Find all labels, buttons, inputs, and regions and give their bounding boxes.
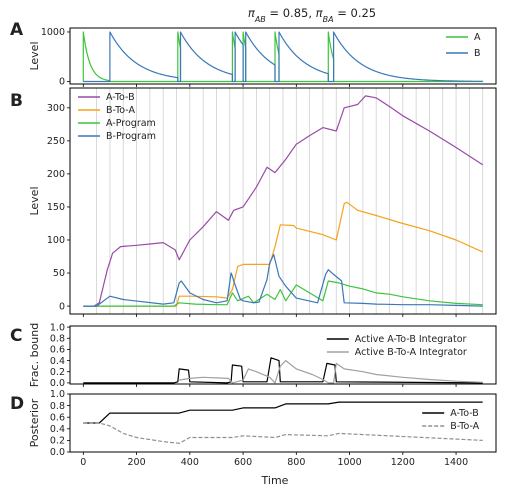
x-tick-label: 1400 <box>444 457 468 468</box>
x-tick-label: 800 <box>287 457 305 468</box>
axes-frame <box>69 393 497 453</box>
legend: A-To-B B-To-A A-Program B-Program <box>78 92 156 142</box>
series-line-a-to-b <box>83 95 484 307</box>
panel-c: C 0.00.20.40.60.81.0 Frac. bound Active A-T… <box>10 322 497 389</box>
panel-letter: C <box>10 326 22 346</box>
y-tick-label: 0.6 <box>50 412 65 423</box>
x-tick-label: 1000 <box>337 457 361 468</box>
legend-label: A-Program <box>106 118 156 129</box>
legend-label: B-To-A <box>106 105 135 116</box>
series-line-b-to-a <box>83 201 483 307</box>
axes-frame <box>69 27 497 85</box>
series-line-a-to-b <box>83 401 483 424</box>
y-tick-label: 0.2 <box>50 436 65 447</box>
panel-b: B 0 50 100 150 200 250 300 Level A-To-B B-To-A A-Pr… <box>10 87 497 317</box>
y-tick-label: 0.0 <box>50 447 65 458</box>
y-tick-label: 100 <box>47 235 65 246</box>
legend-label: B-Program <box>106 131 156 142</box>
x-tick-label: 200 <box>127 457 145 468</box>
title-part: BA <box>323 15 334 24</box>
y-tick-label: 0.4 <box>50 356 65 367</box>
x-tick-label: 600 <box>234 457 252 468</box>
y-tick-label: 300 <box>47 103 65 114</box>
axes-frame <box>69 87 497 315</box>
panel-letter: D <box>10 394 24 414</box>
legend-label: A <box>474 32 481 43</box>
legend: AB <box>446 32 481 59</box>
title-part: = 0.85, <box>266 6 316 20</box>
x-tick-label: 1200 <box>391 457 415 468</box>
y-tick-label: 1000 <box>41 27 65 38</box>
y-tick-label: 0.4 <box>50 424 65 435</box>
panels: A01000LevelABB050100150200250300LevelA-T… <box>10 20 497 468</box>
series-line-a-program <box>83 280 483 307</box>
title-part: AB <box>254 15 266 24</box>
x-tick-label: 0 <box>80 457 86 468</box>
axes-frame <box>69 325 497 385</box>
y-tick-label: 0 <box>59 301 65 312</box>
title-part: π <box>316 6 324 20</box>
panel-letter: B <box>10 91 23 111</box>
y-tick-label: 0.8 <box>50 401 65 412</box>
y-axis-label: Level <box>28 41 41 70</box>
legend-label: B-To-A <box>450 421 479 432</box>
y-axis-label: Frac. bound <box>28 323 41 387</box>
legend-label: Active B-To-A Integrator <box>355 347 467 358</box>
legend-label: B <box>474 48 481 59</box>
title-part: π <box>248 6 256 20</box>
series-line-active-a-to-b-integrator <box>83 357 483 384</box>
y-tick-label: 200 <box>47 169 65 180</box>
y-tick-label: 150 <box>47 202 65 213</box>
y-tick-label: 0 <box>59 77 65 88</box>
y-axis-label: Posterior <box>28 398 41 447</box>
y-tick-label: 50 <box>53 268 65 279</box>
figure-title: πAB = 0.85, πBA = 0.25 <box>248 6 376 24</box>
legend-label: A-To-B <box>450 408 479 419</box>
y-tick-label: 0.8 <box>50 333 65 344</box>
y-tick-label: 250 <box>47 136 65 147</box>
panel-d: D 0.00.20.40.60.81.0 0 200 400 600 800 1000 1200… <box>10 389 497 468</box>
y-tick-label: 0.0 <box>50 378 65 389</box>
y-tick-label: 1.0 <box>50 322 65 333</box>
y-tick-label: 0.2 <box>50 367 65 378</box>
x-axis-label: Time <box>261 474 289 487</box>
title-part: = 0.25 <box>334 6 377 20</box>
x-tick-label: 400 <box>181 457 199 468</box>
y-tick-label: 1.0 <box>50 389 65 400</box>
y-axis-label: Level <box>28 186 41 215</box>
legend: Active A-To-B Integrator Active B-To-A In… <box>326 334 467 358</box>
y-tick-label: 0.6 <box>50 345 65 356</box>
series-line-b-program <box>83 253 483 307</box>
series-line-active-b-to-a-integrator <box>179 360 483 384</box>
legend: A-To-B B-To-A <box>422 408 480 432</box>
legend-label: A-To-B <box>106 92 135 103</box>
legend-label: Active A-To-B Integrator <box>355 334 467 345</box>
panel-letter: A <box>10 20 24 40</box>
series-line-b-to-a <box>83 422 483 444</box>
series-line-b <box>83 31 484 83</box>
